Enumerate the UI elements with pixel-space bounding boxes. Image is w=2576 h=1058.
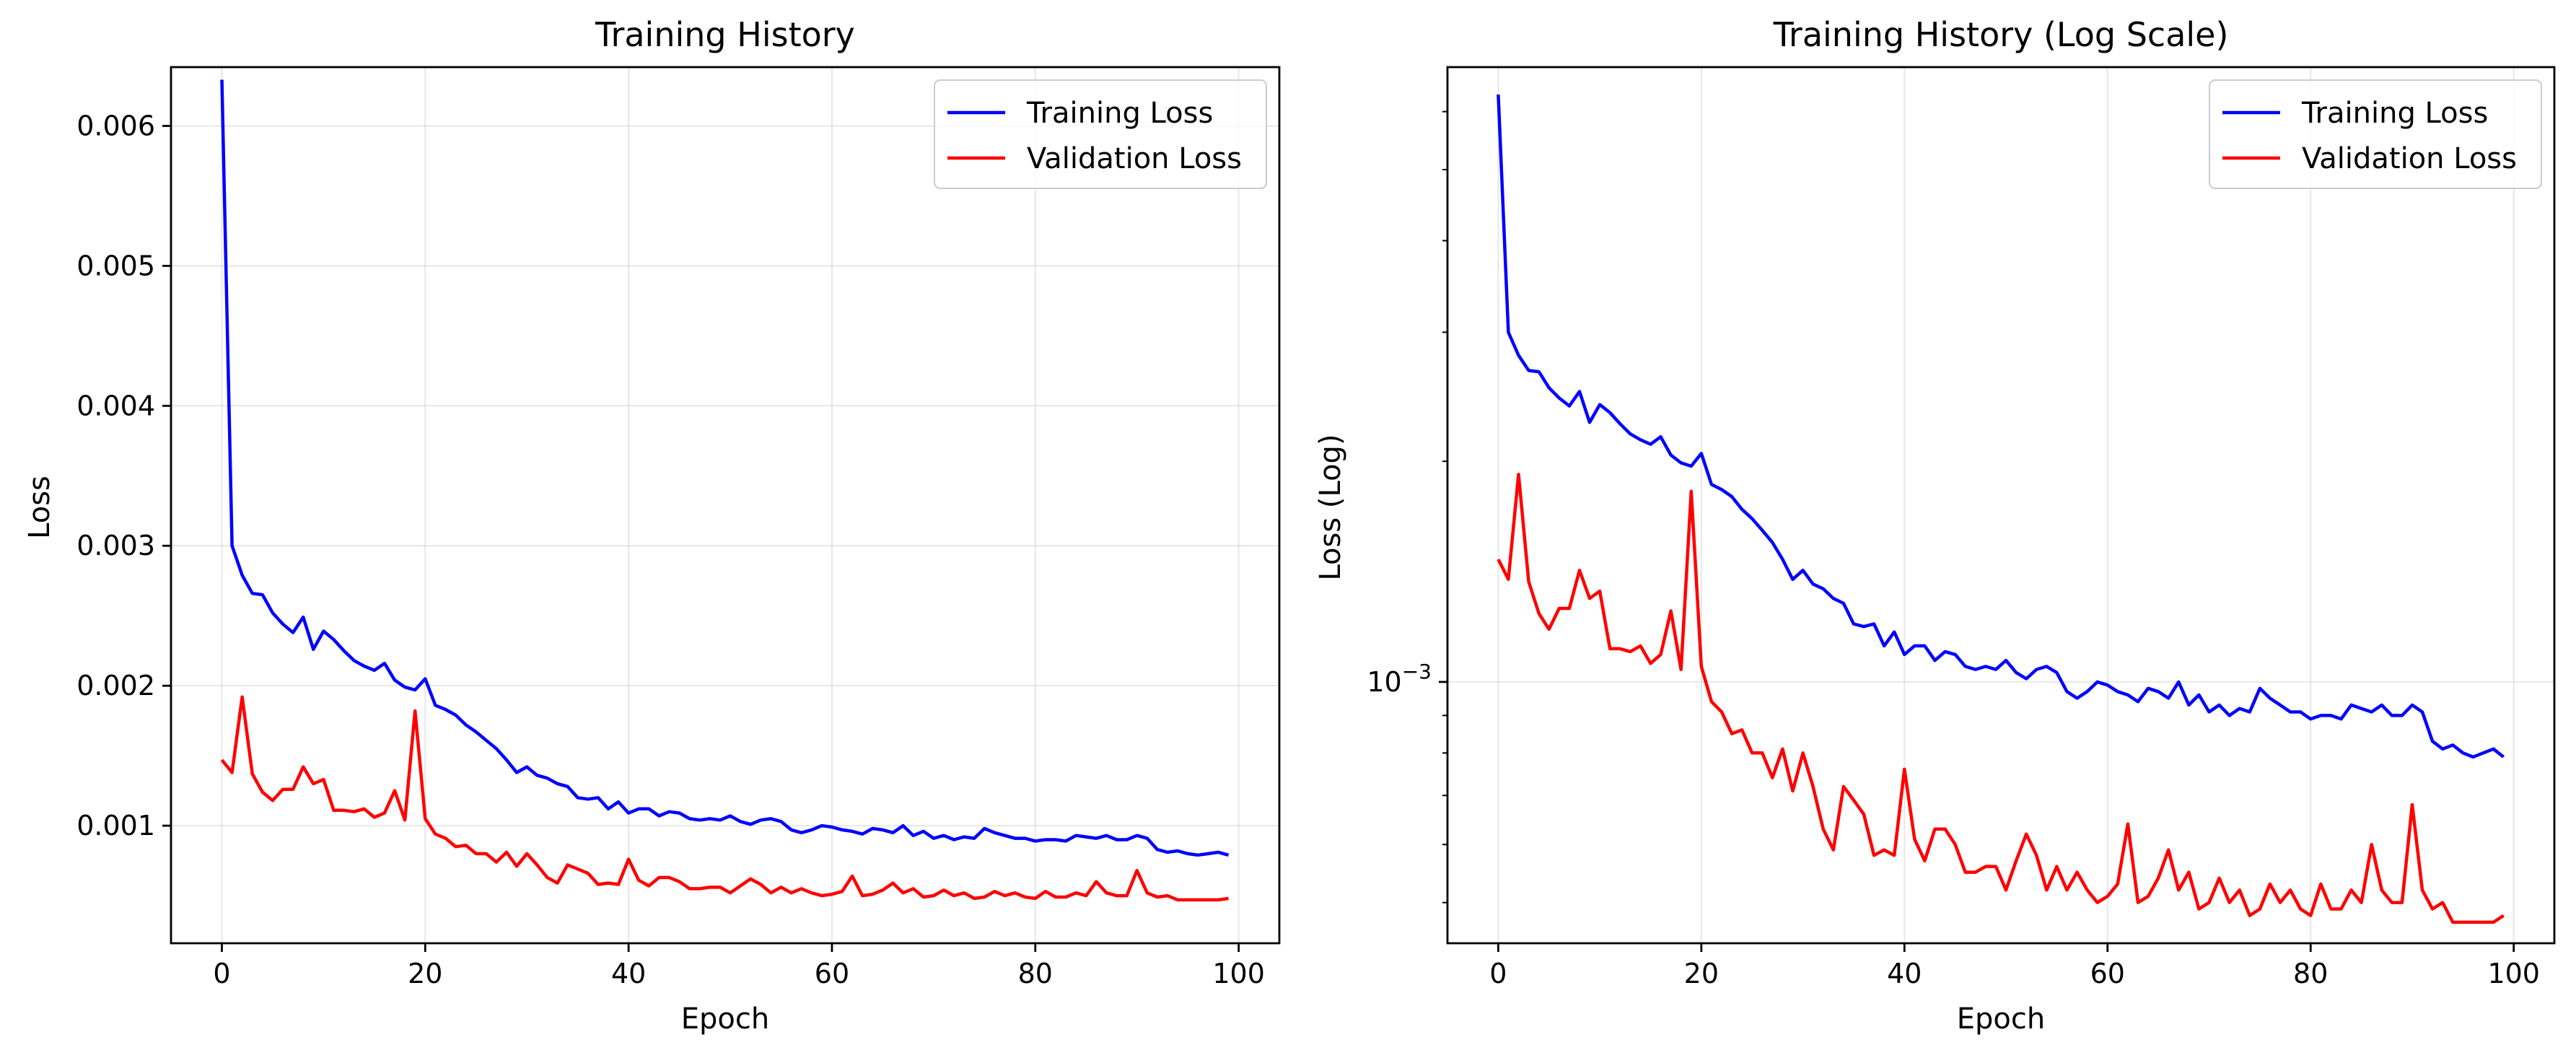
chart-title: Training History (Log Scale) — [1773, 15, 2229, 54]
y-tick-label: 0.002 — [76, 670, 155, 701]
legend-training-label: Training Loss — [1026, 97, 1213, 130]
x-tick-label: 100 — [2487, 958, 2540, 989]
y-tick-label: 10−3 — [1367, 660, 1432, 698]
linear-loss-panel: Training History Epoch Loss 0 20 40 60 80 100… — [23, 15, 1281, 1036]
x-axis-label: Epoch — [681, 1002, 769, 1036]
x-tick-label: 60 — [815, 958, 849, 989]
x-axis-label: Epoch — [1957, 1002, 2045, 1036]
legend: Training Loss Validation Loss — [2209, 79, 2542, 189]
x-tick-label: 100 — [1212, 958, 1265, 989]
x-tick-label: 0 — [213, 958, 230, 989]
x-tick-label: 60 — [2090, 958, 2125, 989]
y-tick-label-base: 10 — [1367, 666, 1401, 698]
y-tick-label: 0.006 — [76, 110, 155, 141]
legend-box — [2209, 79, 2542, 189]
log-loss-panel: Training History (Log Scale) Epoch Loss … — [1314, 15, 2556, 1036]
legend-box — [934, 79, 1267, 189]
y-tick-label: 0.001 — [76, 810, 155, 841]
legend-training-label: Training Loss — [2301, 97, 2488, 130]
y-axis-label: Loss (Log) — [1314, 434, 1347, 580]
x-tick-label: 80 — [2293, 958, 2328, 989]
x-tick-label: 0 — [1489, 958, 1507, 989]
validation-loss-line — [220, 695, 1229, 902]
validation-loss-line — [1497, 472, 2505, 924]
training-loss-line — [220, 79, 1230, 857]
y-tick-label: 0.004 — [76, 390, 155, 421]
y-tick-label-exponent: −3 — [1402, 660, 1432, 683]
legend-validation-label: Validation Loss — [2302, 142, 2517, 175]
x-tick-label: 80 — [1018, 958, 1053, 989]
y-axis-label: Loss — [23, 476, 56, 539]
plot-frame — [1446, 66, 2556, 945]
legend: Training Loss Validation Loss — [934, 79, 1267, 189]
x-tick-label: 20 — [1684, 958, 1719, 989]
training-loss-line — [1497, 94, 2505, 759]
plot-frame — [170, 66, 1281, 945]
y-tick-label: 0.005 — [76, 250, 155, 281]
y-tick-label: 0.003 — [76, 530, 155, 561]
x-tick-label: 20 — [408, 958, 442, 989]
legend-validation-label: Validation Loss — [1027, 142, 1242, 175]
x-tick-label: 40 — [1887, 958, 1922, 989]
x-tick-label: 40 — [611, 958, 646, 989]
chart-title: Training History — [595, 15, 855, 54]
